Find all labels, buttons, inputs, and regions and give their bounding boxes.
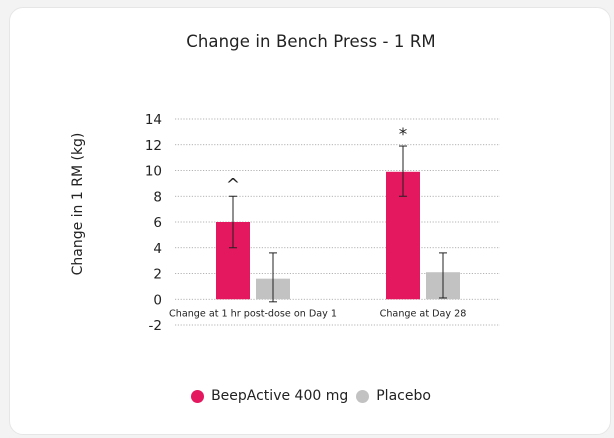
legend-item-beepactive: BeepActive 400 mg bbox=[191, 388, 348, 404]
legend-swatch-beepactive bbox=[191, 389, 205, 403]
x-category-label: Change at 1 hr post-dose on Day 1 bbox=[169, 308, 337, 319]
legend-label-beepactive: BeepActive 400 mg bbox=[211, 388, 349, 404]
y-tick-label: 4 bbox=[153, 241, 162, 257]
y-tick-labels: 14 12 10 8 6 4 2 0 -2 bbox=[145, 112, 162, 334]
y-tick-label: 0 bbox=[153, 292, 162, 308]
annotations: ^* bbox=[226, 125, 407, 195]
y-tick-label: 2 bbox=[153, 267, 162, 283]
bars bbox=[216, 171, 460, 300]
y-tick-label: 6 bbox=[153, 215, 162, 231]
y-tick-label: 12 bbox=[145, 138, 162, 154]
y-tick-label: 8 bbox=[153, 189, 162, 205]
legend-item-placebo: Placebo bbox=[356, 388, 431, 404]
legend-swatch-placebo bbox=[356, 389, 370, 403]
legend: BeepActive 400 mg Placebo bbox=[10, 388, 612, 404]
chart-card: Change in Bench Press - 1 RM Change in 1… bbox=[9, 7, 611, 435]
y-tick-label: 14 bbox=[145, 112, 162, 128]
chart-title: Change in Bench Press - 1 RM bbox=[186, 32, 436, 51]
y-tick-label: 10 bbox=[145, 164, 162, 180]
error-bars bbox=[229, 145, 447, 303]
x-category-labels: Change at 1 hr post-dose on Day 1 Change … bbox=[169, 308, 466, 319]
legend-label-placebo: Placebo bbox=[376, 388, 431, 404]
significance-marker: * bbox=[399, 125, 408, 145]
x-category-label: Change at Day 28 bbox=[380, 308, 467, 319]
y-tick-label: -2 bbox=[149, 318, 162, 334]
significance-marker: ^ bbox=[226, 175, 240, 195]
